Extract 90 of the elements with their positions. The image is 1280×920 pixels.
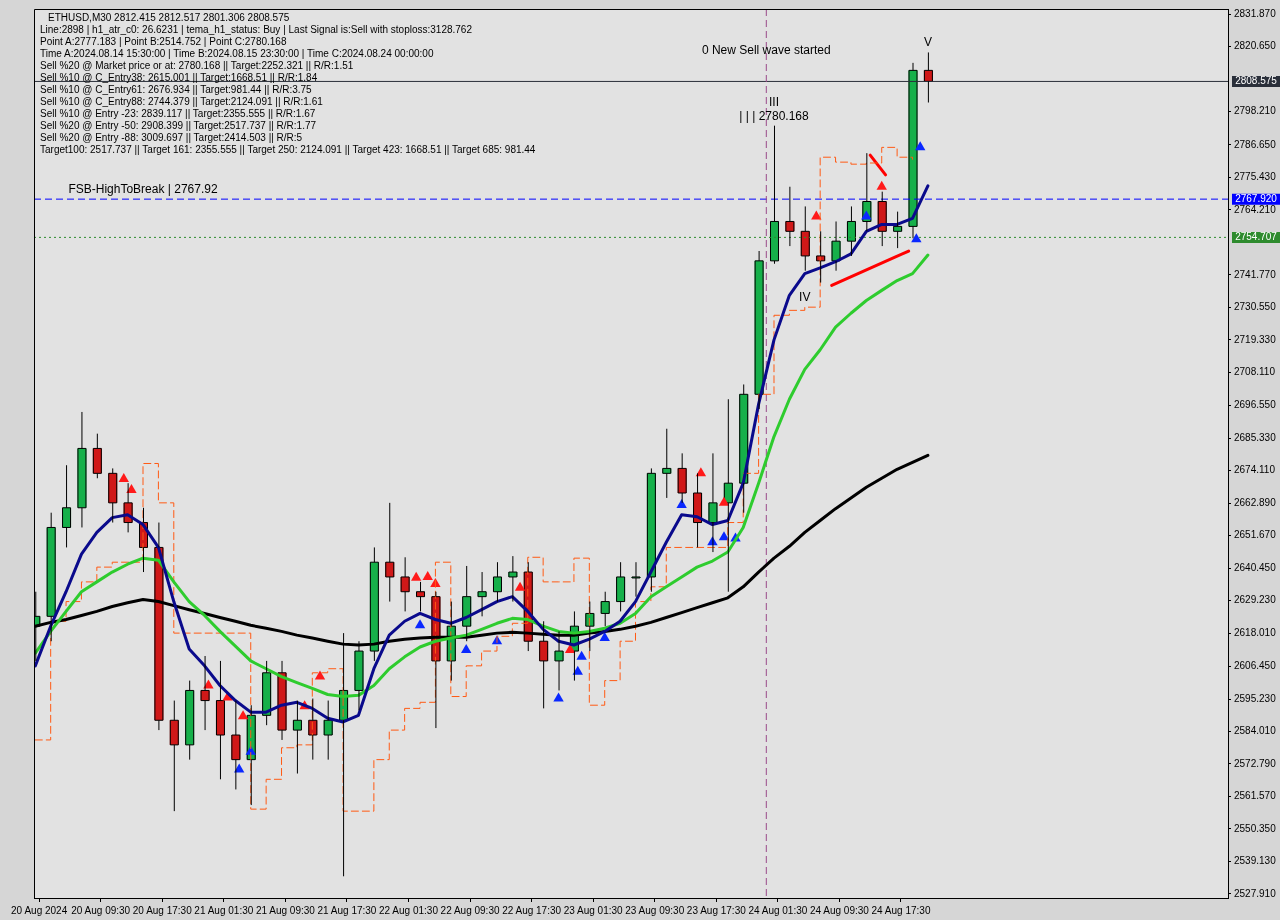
x-tick-label: 24 Aug 17:30: [871, 904, 931, 916]
annotation: Sell %10 @ C_Entry38: 2615.001 || Target:1668.51 || R/R:1.84: [40, 72, 318, 84]
point: [811, 210, 822, 220]
candlestick: [462, 565, 472, 642]
x-tick-label: 21 Aug 01:30: [194, 904, 254, 916]
y-tick-label: 2606.450: [1234, 660, 1277, 672]
candlestick: [846, 205, 856, 257]
y-tick-label: 2550.350: [1234, 822, 1277, 834]
y-tick-label: 2527.910: [1234, 887, 1277, 899]
point: [676, 498, 687, 508]
ref-line-label: 2767.920: [1235, 192, 1278, 204]
y-tick-label: 2595.230: [1234, 692, 1277, 704]
annotation: Time A:2024.08.14 15:30:00 | Time B:2024.08.15 23:30:00 | Time C:2024.08.24 00:00:00: [40, 48, 434, 60]
ref-line-label: 2754.707: [1235, 231, 1278, 243]
y-tick-label: 2730.550: [1234, 301, 1277, 313]
annotation: Sell %20 @ Entry -50: 2908.399 || Target:2517.737 || R/R:1.77: [40, 120, 317, 132]
annotation: Point A:2777.183 | Point B:2514.752 | Point C:2780.168: [40, 36, 287, 48]
point: [237, 710, 249, 720]
candlestick: [600, 591, 610, 627]
point: [314, 670, 326, 680]
y-tick-label: 2651.670: [1234, 529, 1277, 541]
point: [118, 473, 129, 483]
y-tick-label: 2629.230: [1234, 594, 1277, 606]
y-tick-label: 2708.110: [1234, 366, 1276, 378]
x-tick-label: 24 Aug 01:30: [748, 904, 808, 916]
point: [461, 643, 472, 653]
point: [876, 180, 887, 190]
annotation: | | | 2780.168: [739, 108, 809, 123]
y-tick-label: 2674.110: [1234, 464, 1276, 476]
point: [410, 571, 422, 581]
point: [915, 141, 926, 151]
annotation: III: [768, 94, 779, 109]
y-tick-label: 2798.210: [1234, 105, 1277, 117]
candlestick: [62, 464, 72, 548]
y-tick-label: 2696.550: [1234, 399, 1277, 411]
point: [576, 650, 587, 660]
y-tick-label: 2618.010: [1234, 626, 1277, 638]
x-tick-label: 23 Aug 01:30: [563, 904, 624, 916]
annotation: IV: [799, 290, 811, 305]
y-tick-label: 2741.770: [1234, 268, 1277, 280]
point: [422, 570, 433, 580]
point: [718, 496, 730, 506]
annotation: V: [923, 35, 932, 50]
y-tick-label: 2572.790: [1234, 757, 1277, 769]
ref-line-label: 2808.575: [1235, 75, 1278, 87]
point: [553, 692, 564, 702]
annotation: Target100: 2517.737 || Target 161: 2355.555 || Target 250: 2124.091 || Target 423: 1668.51 || Target 685: 981.44: [40, 144, 536, 156]
candlestick: [277, 660, 287, 741]
annotation: Line:2898 | h1_atr_c0: 26.6231 | tema_h1_status: Buy | Last Signal is:Sell with stoploss:3128.762: [40, 24, 472, 36]
x-tick-label: 23 Aug 17:30: [686, 904, 747, 916]
annotation: Sell %20 @ Entry -88: 3009.697 || Target:2414.503 || R/R:5: [40, 132, 303, 144]
point: [572, 665, 583, 675]
y-tick-label: 2584.010: [1234, 725, 1277, 737]
annotation: 0 New Sell wave started: [701, 42, 831, 57]
x-tick-label: 20 Aug 09:30: [71, 904, 131, 916]
point: [514, 581, 526, 591]
y-tick-label: 2561.570: [1234, 790, 1277, 802]
point: [911, 233, 922, 243]
y-tick-label: 2831.870: [1234, 7, 1277, 19]
x-tick-label: 22 Aug 17:30: [502, 904, 562, 916]
candlestick: [785, 186, 795, 247]
y-tick-label: 2539.130: [1234, 855, 1277, 867]
y-tick-label: 2662.890: [1234, 496, 1277, 508]
x-tick-label: 22 Aug 09:30: [440, 904, 500, 916]
x-tick-label: 24 Aug 09:30: [809, 904, 870, 916]
y-tick-label: 2786.650: [1234, 138, 1277, 150]
candlestick: [754, 250, 764, 410]
annotation: Sell %10 @ C_Entry88: 2744.379 || Target:2124.091 || R/R:1.61: [40, 96, 323, 108]
y-tick-label: 2640.450: [1234, 561, 1277, 573]
point: [599, 632, 610, 642]
annotation: FSB-HighToBreak | 2767.92: [68, 182, 218, 197]
x-tick-label: 20 Aug 17:30: [132, 904, 193, 916]
annotation: Sell %10 @ C_Entry61: 2676.934 || Target:981.44 || R/R:3.75: [40, 84, 312, 96]
y-tick-label: 2820.650: [1234, 40, 1277, 52]
x-tick-label: 23 Aug 09:30: [625, 904, 685, 916]
annotation: Sell %20 @ Market price or at: 2780.168 || Target:2252.321 || R/R:1.51: [40, 60, 354, 72]
chart-title: ETHUSD,M30 2812.415 2812.517 2801.306 2808.575: [48, 12, 290, 24]
x-tick-label: 21 Aug 17:30: [317, 904, 377, 916]
x-tick-label: 20 Aug 2024: [11, 904, 68, 916]
annotation: Sell %10 @ Entry -23: 2839.117 || Target:2355.555 || R/R:1.67: [40, 108, 316, 120]
x-tick-label: 21 Aug 09:30: [255, 904, 316, 916]
candlestick: [262, 660, 272, 726]
y-tick-label: 2685.330: [1234, 431, 1277, 443]
y-tick-label: 2719.330: [1234, 333, 1277, 345]
x-tick-label: 22 Aug 01:30: [379, 904, 439, 916]
point: [861, 210, 872, 220]
y-tick-label: 2764.210: [1234, 203, 1277, 215]
candlestick: [877, 191, 887, 247]
y-tick-label: 2775.430: [1234, 171, 1277, 183]
point: [414, 619, 426, 629]
